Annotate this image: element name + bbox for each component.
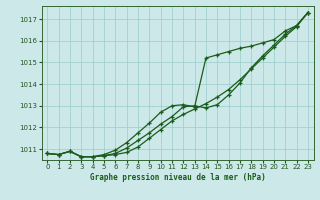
X-axis label: Graphe pression niveau de la mer (hPa): Graphe pression niveau de la mer (hPa) bbox=[90, 173, 266, 182]
